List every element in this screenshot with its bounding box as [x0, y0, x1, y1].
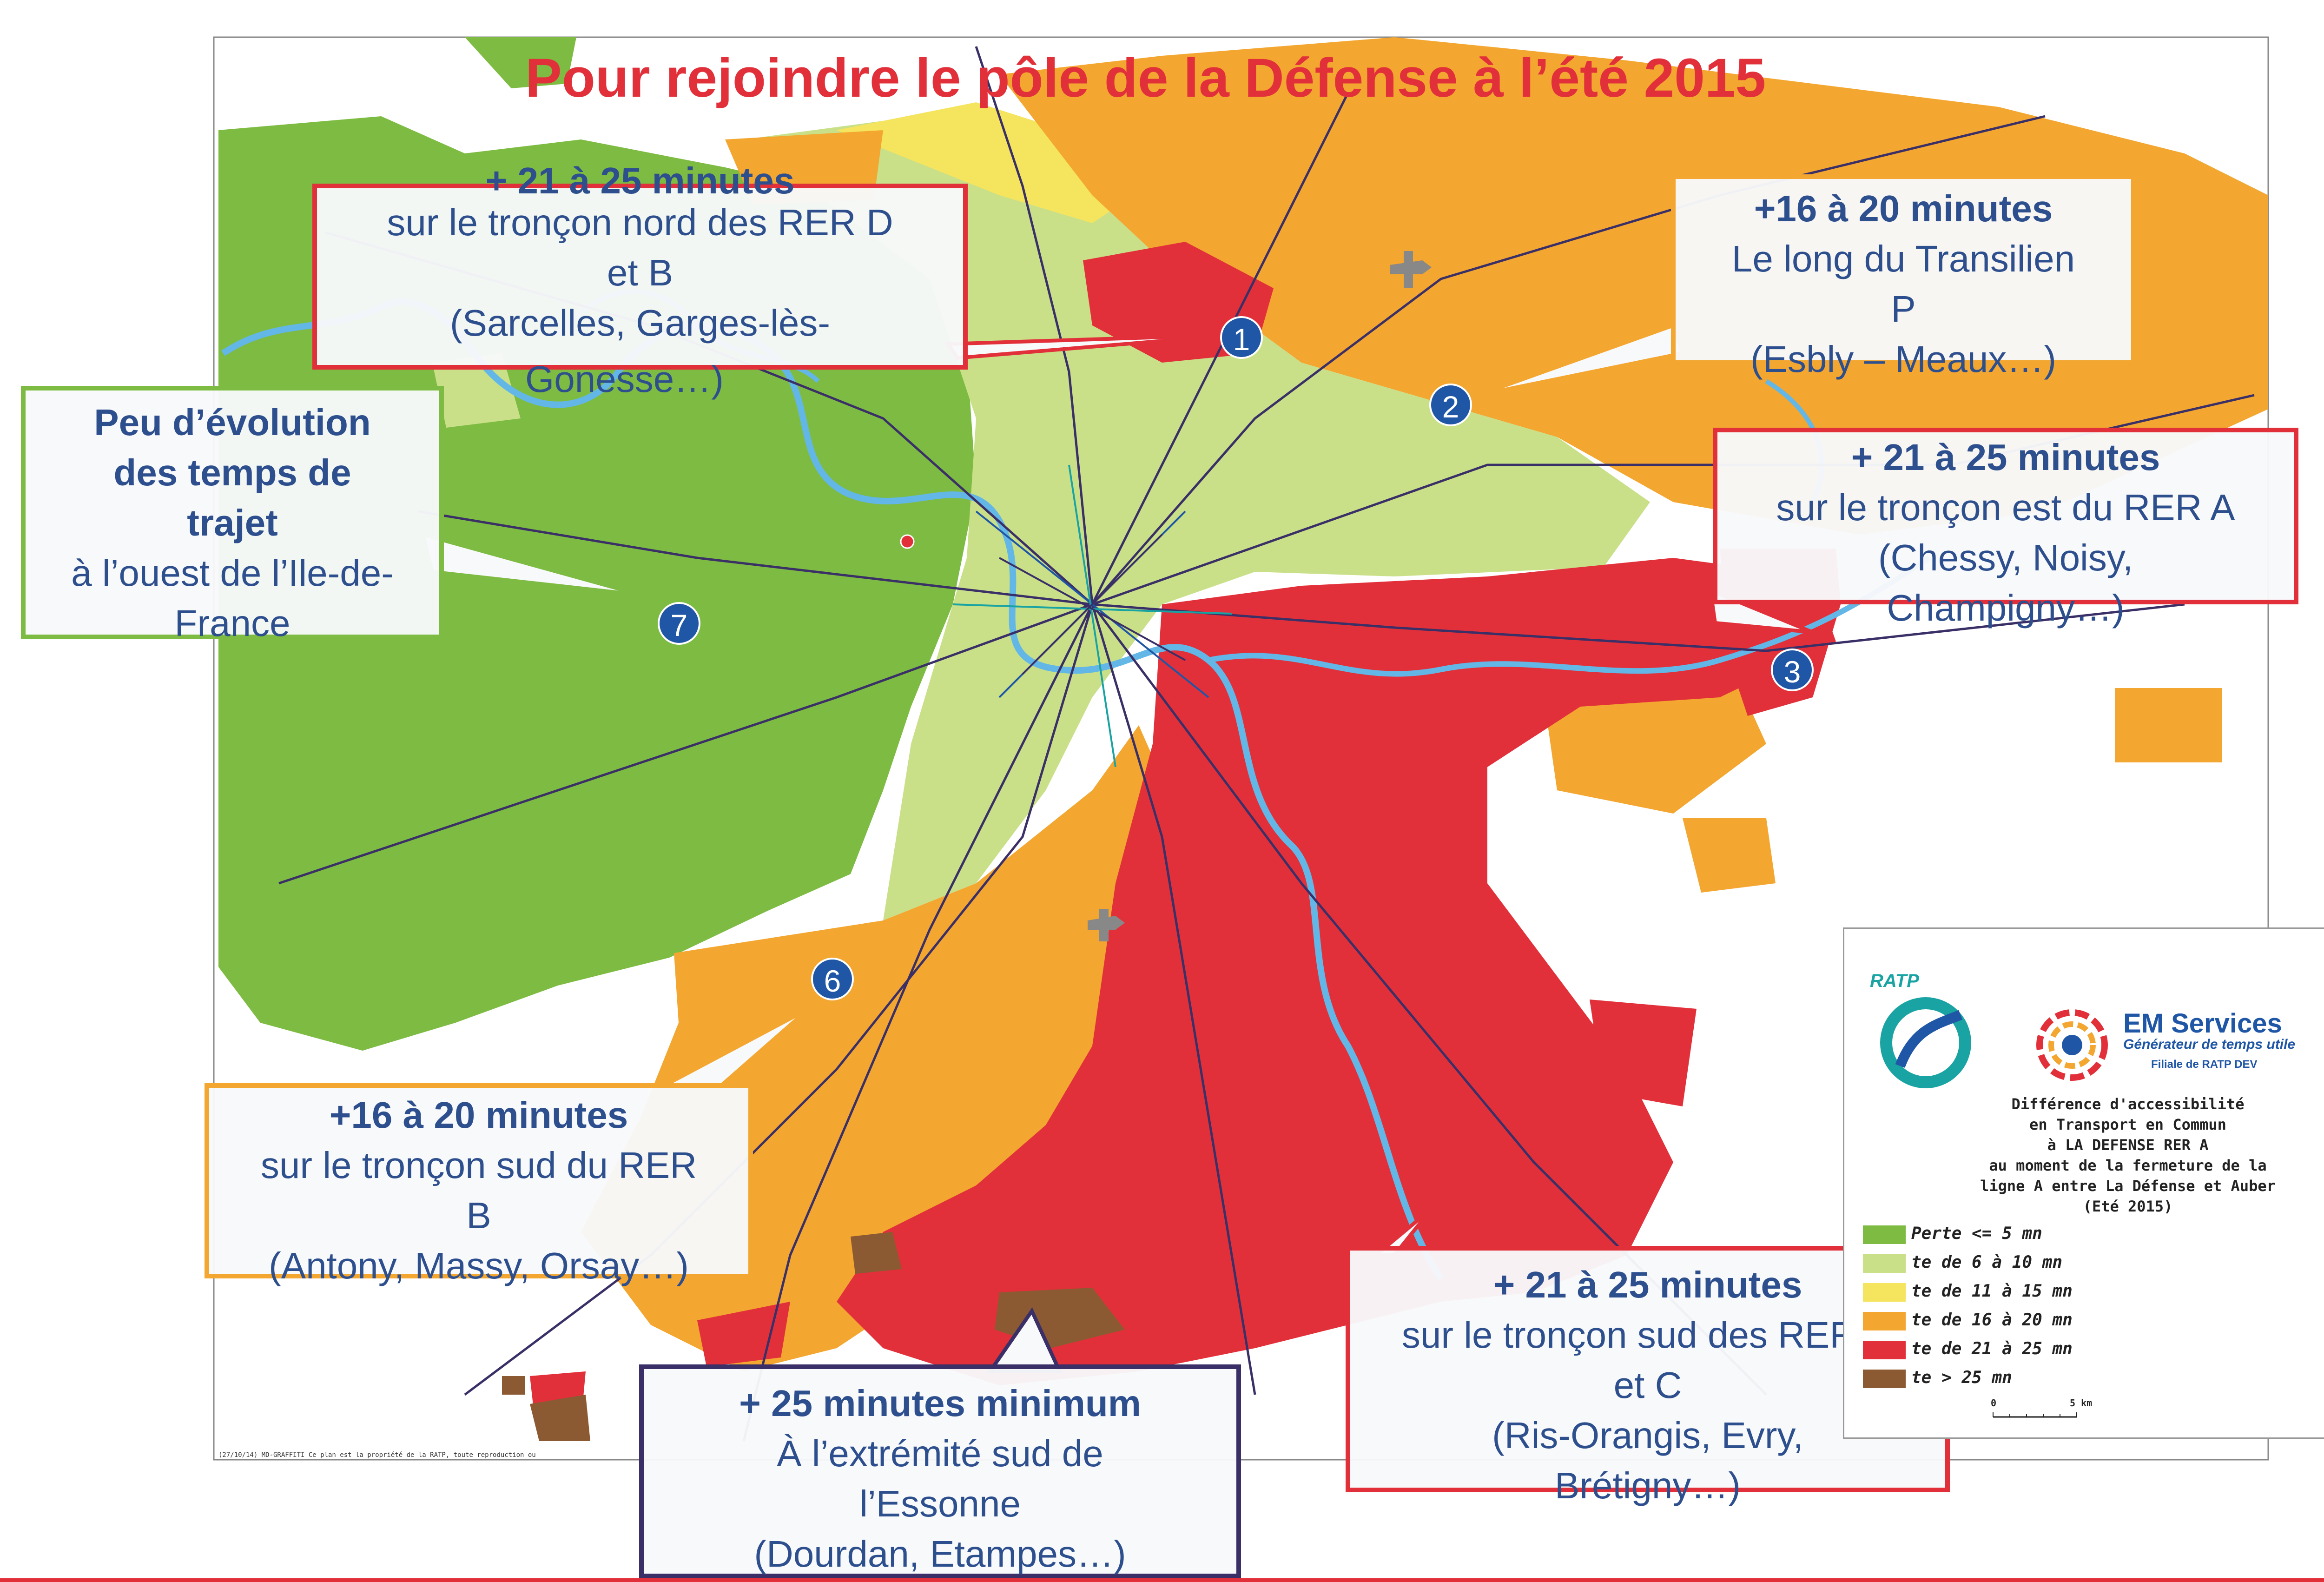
legend-item: te > 25 mn — [1863, 1364, 2073, 1392]
callout-south-rer-b: +16 à 20 minutes sur le tronçon sud du R… — [205, 1083, 753, 1286]
airport-icon-north — [1390, 251, 1432, 288]
callout-5-line: (Dourdan, Etampes…) — [754, 1533, 1126, 1575]
callout-north-rer-d-b: + 21 à 25 minutes sur le tronçon nord de… — [312, 160, 968, 370]
marker-1: 1 — [1220, 316, 1263, 359]
callout-4-line: et C — [1613, 1364, 1682, 1406]
em-services-title: EM Services — [2123, 1008, 2282, 1039]
legend-swatch — [1863, 1311, 1906, 1330]
legend-description-line: en Transport en Commun — [2029, 1116, 2226, 1133]
callout-3-headline: + 21 à 25 minutes — [1851, 437, 2160, 478]
callout-5-line: l’Essonne — [859, 1483, 1021, 1524]
legend-item-label: te de 11 à 15 mn — [1911, 1282, 2073, 1301]
callout-3-line: (Chessy, Noisy, — [1878, 537, 2133, 578]
marker-7: 7 — [658, 602, 700, 645]
legend-items: Perte <= 5 mn te de 6 à 10 mn te de 11 à… — [1863, 1219, 2073, 1392]
zone-light-green — [432, 121, 1650, 920]
legend-item-label: te de 21 à 25 mn — [1911, 1339, 2073, 1358]
map-legend: RATP EM Services Générateur de temps uti… — [1843, 927, 2324, 1439]
legend-item-label: te > 25 mn — [1911, 1368, 2012, 1387]
legend-description: Différence d'accessibilité en Transport … — [1895, 1094, 2324, 1217]
callout-4-line: (Ris-Orangis, Evry, — [1492, 1415, 1803, 1456]
callout-7-headline: Peu d’évolution — [94, 402, 371, 443]
marne-river — [1208, 556, 1931, 677]
callout-7-line: France — [174, 602, 290, 644]
callout-1-overflow-line: Gonesse…) — [525, 358, 724, 400]
callout-6-headline: +16 à 20 minutes — [329, 1094, 628, 1136]
callout-1-line: sur le tronçon nord des RER D — [387, 202, 893, 243]
la-defense-point — [900, 534, 915, 549]
callout-6-line: sur le tronçon sud du RER — [260, 1145, 697, 1186]
callout-east-rer-a: + 21 à 25 minutes sur le tronçon est du … — [1713, 428, 2298, 629]
callout-6-line: B — [466, 1195, 491, 1236]
legend-item: te de 6 à 10 mn — [1863, 1248, 2073, 1277]
callout-2-line: (Esbly – Meaux…) — [1750, 338, 2056, 380]
callout-4-headline: + 21 à 25 minutes — [1493, 1264, 1802, 1305]
callout-4-line: Brétigny…) — [1554, 1465, 1741, 1506]
callout-south-essonne: + 25 minutes minimum À l’extrémité sud d… — [639, 1364, 1241, 1578]
callout-2-line: P — [1891, 288, 1916, 330]
callout-1-line: (Sarcelles, Garges-lès- — [449, 302, 830, 344]
callout-west-idf: Peu d’évolution des temps de trajet à l’… — [21, 386, 444, 644]
legend-description-line: Différence d'accessibilité — [2011, 1095, 2245, 1113]
legend-description-line: (Eté 2015) — [2083, 1198, 2173, 1215]
callout-transilien-p: +16 à 20 minutes Le long du Transilien P… — [1671, 174, 2136, 380]
callout-6-line: (Antony, Massy, Orsay…) — [269, 1245, 689, 1286]
callout-7-headline: des temps de — [113, 452, 351, 493]
callout-south-rer-d-c: + 21 à 25 minutes sur le tronçon sud des… — [1346, 1246, 1950, 1506]
callout-2-line: Le long du Transilien — [1731, 238, 2075, 279]
legend-description-line: au moment de la fermeture de la — [1989, 1157, 2267, 1174]
legend-swatch — [1863, 1340, 1906, 1359]
legend-description-line: à LA DEFENSE RER A — [2047, 1136, 2209, 1154]
callout-4-line: sur le tronçon sud des RER D — [1401, 1314, 1894, 1356]
metro-lines — [952, 464, 1232, 768]
map-credit-note: (27/10/14) MD-GRAFFITI Ce plan est la pr… — [218, 1451, 536, 1459]
scale-bar — [1993, 1412, 2077, 1418]
legend-swatch — [1863, 1225, 1906, 1244]
scale-max: 5 km — [2070, 1397, 2093, 1409]
legend-swatch — [1863, 1369, 1906, 1388]
callout-7-headline: trajet — [187, 502, 278, 543]
em-services-filiale: Filiale de RATP DEV — [2151, 1058, 2258, 1071]
legend-swatch — [1863, 1283, 1906, 1302]
ratp-logo-text: RATP — [1870, 971, 1919, 991]
airport-icon-south — [1088, 909, 1125, 941]
callout-2-headline: +16 à 20 minutes — [1754, 188, 2053, 229]
page-title: Pour rejoindre le pôle de la Défense à l… — [525, 47, 1766, 109]
callout-5-line: À l’extrémité sud de — [777, 1433, 1103, 1474]
callout-3-line: Champigny…) — [1887, 587, 2125, 629]
callout-1-headline: + 21 à 25 minutes — [485, 160, 795, 201]
callout-1-line: et B — [607, 252, 673, 293]
ratp-logo-icon — [1880, 997, 1971, 1088]
em-services-logo-icon — [2036, 1009, 2108, 1081]
legend-item: te de 11 à 15 mn — [1863, 1277, 2073, 1306]
callout-3-line: sur le tronçon est du RER A — [1776, 487, 2235, 528]
legend-swatch — [1863, 1254, 1906, 1273]
marker-6: 6 — [811, 958, 854, 1000]
scale-zero: 0 — [1991, 1397, 1997, 1409]
bottom-strip — [0, 1578, 2324, 1582]
legend-item: Perte <= 5 mn — [1863, 1219, 2073, 1248]
legend-item: te de 21 à 25 mn — [1863, 1335, 2073, 1364]
legend-item-label: te de 16 à 20 mn — [1911, 1311, 2073, 1330]
legend-item-label: Perte <= 5 mn — [1911, 1224, 2042, 1243]
callout-7-line: à l’ouest de l’Ile-de- — [71, 552, 394, 594]
legend-description-line: ligne A entre La Défense et Auber — [1980, 1177, 2276, 1195]
marker-3: 3 — [1771, 649, 1814, 691]
em-services-subtitle: Générateur de temps utile — [2123, 1037, 2296, 1052]
legend-item-label: te de 6 à 10 mn — [1911, 1253, 2063, 1272]
marker-2: 2 — [1429, 384, 1472, 426]
legend-item: te de 16 à 20 mn — [1863, 1306, 2073, 1335]
callout-5-headline: + 25 minutes minimum — [739, 1383, 1141, 1424]
